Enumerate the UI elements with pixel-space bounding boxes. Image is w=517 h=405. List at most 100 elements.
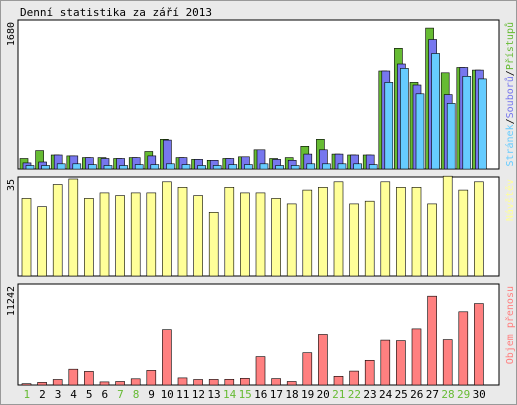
bar-Stránek-day-15 [244,164,253,170]
day-label-3: 3 [55,388,62,401]
bar-volume-day-24 [380,339,391,386]
bar-volume-day-4 [68,368,79,386]
bar-Stránek-day-1 [25,165,35,170]
visits-panel: 35 Návštěv [6,175,516,277]
bar-volume-day-20 [318,334,328,386]
bar-visits-day-27 [427,203,437,277]
chart-title: Denní statistika za září 2013 [20,6,212,19]
bar-visits-day-23 [364,200,375,277]
bar-visits-day-28 [442,175,453,277]
bar-visits-day-14 [224,187,235,277]
visits-legend: Návštěv [504,179,516,221]
bar-Stránek-day-28 [446,103,456,170]
legend-separator: / [505,70,516,76]
day-label-22: 22 [348,388,361,401]
day-label-7: 7 [117,388,124,401]
bar-Stránek-day-13 [212,165,222,170]
bar-Stránek-day-19 [306,163,316,170]
bar-volume-day-27 [427,295,437,386]
day-label-9: 9 [148,388,155,401]
bar-Stránek-day-2 [41,165,50,170]
volume-ymax-label: 11242 [6,286,17,316]
bar-visits-day-15 [240,192,250,277]
bar-volume-day-3 [52,379,63,386]
bar-visits-day-7 [115,195,125,277]
bar-Stránek-day-30 [478,78,487,170]
bar-visits-day-11 [177,187,188,277]
bar-Stránek-day-7 [119,165,128,170]
legend-entry: Návštěv [504,179,516,221]
bar-volume-day-17 [271,378,281,386]
bar-Stránek-day-6 [103,165,113,170]
bar-volume-day-16 [255,356,266,386]
bar-Stránek-day-17 [275,165,284,170]
bar-Stránek-day-8 [134,164,144,170]
bar-volume-day-28 [442,339,453,386]
bar-visits-day-5 [84,198,94,277]
bar-volume-day-21 [333,375,344,386]
bar-Stránek-day-10 [166,163,175,170]
day-label-13: 13 [207,388,220,401]
bar-Stránek-day-21 [337,163,347,170]
day-label-15: 15 [239,388,252,401]
day-label-14: 14 [223,388,237,401]
bar-volume-day-30 [474,303,484,386]
day-label-30: 30 [473,388,486,401]
bar-visits-day-6 [99,192,110,277]
bar-visits-day-10 [162,181,172,277]
bar-volume-day-25 [396,340,406,386]
bar-volume-day-9 [146,370,157,386]
bar-volume-day-22 [349,370,359,386]
bar-volume-day-14 [224,378,235,386]
legend-entry: Souborů [504,76,516,118]
bar-visits-day-13 [208,212,219,277]
day-label-10: 10 [161,388,174,401]
bar-Stránek-day-25 [400,68,409,170]
bar-visits-day-30 [474,181,484,277]
bar-visits-day-29 [458,189,469,277]
bar-visits-day-17 [271,198,281,277]
bar-Stránek-day-18 [290,165,300,170]
bar-Stránek-day-20 [322,163,331,170]
bar-Stránek-day-16 [259,163,269,170]
day-label-2: 2 [39,388,46,401]
bar-visits-day-22 [349,203,359,277]
bar-Stránek-day-11 [181,164,191,170]
day-label-18: 18 [285,388,298,401]
legend-entry: Objem přenosu [504,286,516,364]
bar-volume-day-6 [99,381,110,386]
bar-volume-day-5 [84,371,94,386]
bar-volume-day-7 [115,381,125,386]
bar-visits-day-4 [68,178,79,277]
bar-visits-day-25 [396,187,406,277]
requests-ymax-label: 1680 [6,22,17,46]
bar-volume-day-26 [411,328,422,386]
bar-visits-day-16 [255,192,266,277]
bar-visits-day-3 [52,184,63,277]
bar-volume-day-13 [208,379,219,386]
legend-entry: Přístupů [504,22,516,70]
day-label-20: 20 [317,388,330,401]
bar-visits-day-21 [333,181,344,277]
bar-Stránek-day-26 [415,93,425,170]
day-label-1: 1 [23,388,30,401]
bar-visits-day-24 [380,181,391,277]
bar-volume-day-18 [286,381,297,386]
bar-Stránek-day-4 [72,163,82,170]
day-label-27: 27 [426,388,439,401]
bar-visits-day-18 [286,203,297,277]
day-label-8: 8 [133,388,140,401]
bar-volume-day-29 [458,311,469,386]
bar-Stránek-day-3 [56,163,66,170]
day-label-25: 25 [395,388,408,401]
volume-legend: Objem přenosu [504,286,516,364]
bar-volume-day-23 [364,359,375,386]
day-label-17: 17 [270,388,283,401]
legend-separator: / [505,118,516,124]
day-label-16: 16 [254,388,267,401]
bar-volume-day-19 [302,352,313,386]
bar-Stránek-day-5 [88,164,97,170]
legend-entry: Stránek [504,124,516,166]
